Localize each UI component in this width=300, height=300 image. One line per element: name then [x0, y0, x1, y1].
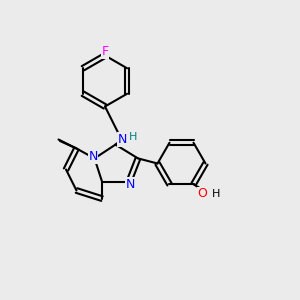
Text: F: F: [101, 45, 109, 58]
Text: H: H: [212, 189, 220, 199]
Text: N: N: [126, 178, 135, 191]
Text: O: O: [198, 188, 207, 200]
Text: N: N: [117, 133, 127, 146]
Text: H: H: [129, 132, 137, 142]
Text: N: N: [88, 150, 98, 164]
